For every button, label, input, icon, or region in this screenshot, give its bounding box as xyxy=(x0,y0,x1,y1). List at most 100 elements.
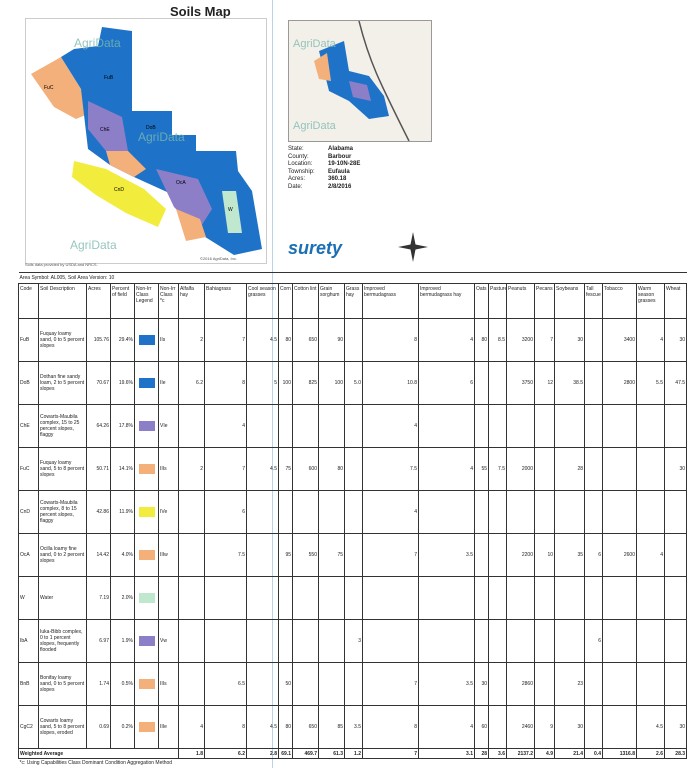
logo: surety xyxy=(288,238,343,258)
table-cell: 12 xyxy=(534,361,555,405)
table-cell: 2000 xyxy=(506,447,535,491)
table-cell: VIe xyxy=(158,404,179,448)
map-label: FuC xyxy=(44,85,54,91)
table-cell xyxy=(506,576,535,620)
table-cell: 75 xyxy=(278,447,293,491)
map-label: DoB xyxy=(146,125,156,131)
table-cell: 50.71 xyxy=(86,447,111,491)
table-cell: 80 xyxy=(474,318,489,362)
info-value: Barbour xyxy=(328,153,352,160)
column-header: Cotton lint xyxy=(292,283,319,319)
table-cell: IbA xyxy=(18,619,39,663)
table-cell: 4 xyxy=(636,533,665,577)
column-header: Pecans xyxy=(534,283,555,319)
table-cell: 38.5 xyxy=(554,361,585,405)
watermark: AgriData xyxy=(293,120,337,132)
table-cell: 600 xyxy=(292,447,319,491)
table-cell xyxy=(534,490,555,534)
column-header: Wheat xyxy=(663,283,688,319)
table-cell xyxy=(318,576,345,620)
table-row: IbA Iuka-Bibb complex, 0 to 1 percent slo… xyxy=(18,619,688,663)
table-cell xyxy=(344,533,363,577)
table-cell: Ocilla loamy fine sand, 0 to 2 percent s… xyxy=(38,533,87,577)
table-cell: 75 xyxy=(318,533,345,577)
table-cell xyxy=(636,404,665,448)
info-row: County: Barbour xyxy=(288,154,360,162)
table-cell: Iuka-Bibb complex, 0 to 1 percent slopes… xyxy=(38,619,87,663)
table-cell: 5.5 xyxy=(636,361,665,405)
table-cell xyxy=(554,619,585,663)
footer-value: 28 xyxy=(474,748,489,759)
table-cell: 7 xyxy=(534,318,555,362)
table-cell: IIe xyxy=(158,361,179,405)
legend-swatch xyxy=(138,636,155,646)
table-cell: 1.74 xyxy=(86,662,111,706)
legend-cell xyxy=(134,447,159,491)
table-cell xyxy=(506,404,535,448)
info-label: Location: xyxy=(288,161,313,168)
table-cell xyxy=(246,576,279,620)
legend-cell xyxy=(134,533,159,577)
info-value: 360.18 xyxy=(328,176,347,183)
table-cell xyxy=(362,619,419,663)
table-row: FuC Fuquay loamy sand, 5 to 8 percent slo… xyxy=(18,447,688,491)
table-cell: DoB xyxy=(18,361,39,405)
table-cell: 6 xyxy=(584,533,603,577)
table-cell xyxy=(488,619,507,663)
info-row: Acres: 360.18 xyxy=(288,176,360,184)
legend-swatch xyxy=(138,335,155,345)
table-cell: 825 xyxy=(292,361,319,405)
table-cell: 80 xyxy=(278,705,293,749)
legend-swatch xyxy=(138,722,155,732)
table-cell xyxy=(246,404,279,448)
table-cell: IIIs xyxy=(158,447,179,491)
soil-area xyxy=(61,27,262,255)
table-cell: 7.5 xyxy=(488,447,507,491)
header-row: Code Soil Description Acres Percent of fiel… xyxy=(18,283,688,319)
table-cell: IVe xyxy=(158,490,179,534)
table-cell: 6 xyxy=(418,361,475,405)
table-cell: 4 xyxy=(418,318,475,362)
table-cell: 17.8% xyxy=(110,404,135,448)
footer-value: 3.1 xyxy=(418,748,475,759)
info-row: Location: 19-10N-28E xyxy=(288,161,360,169)
table-cell: 7 xyxy=(362,533,419,577)
footer-value: 2.8 xyxy=(246,748,279,759)
table-cell: 42.86 xyxy=(86,490,111,534)
footer-value: 1316.8 xyxy=(602,748,637,759)
info-block: State: Alabama County: Barbour Location: 19-1… xyxy=(288,146,360,192)
table-cell: 8 xyxy=(362,318,419,362)
table-cell xyxy=(278,490,293,534)
table-cell xyxy=(584,662,603,706)
area-symbol: Area Symbol: AL005, Soil Area Version: 1… xyxy=(18,272,687,284)
legend-cell xyxy=(134,576,159,620)
table-cell xyxy=(488,533,507,577)
table-cell xyxy=(178,404,205,448)
table-cell: 650 xyxy=(292,705,319,749)
table-cell: 100 xyxy=(278,361,293,405)
map-credit: Soils data provided by USDA and NRCS. xyxy=(25,262,98,267)
column-header: Non-Irr Class *c xyxy=(158,283,179,319)
info-row: Date: 2/8/2016 xyxy=(288,184,360,192)
table-cell: 4.0% xyxy=(110,533,135,577)
footer-value: 0.4 xyxy=(584,748,603,759)
table-cell: 8.5 xyxy=(488,318,507,362)
table-row: FuB Fuquay loamy sand, 0 to 5 percent slo… xyxy=(18,318,688,362)
table-cell xyxy=(474,619,489,663)
table-cell: 6.2 xyxy=(178,361,205,405)
legend-swatch xyxy=(138,550,155,560)
table-cell: Cowarts-Maubila complex, 8 to 15 percent… xyxy=(38,490,87,534)
footer-value: 69.1 xyxy=(278,748,293,759)
table-cell: 0.5% xyxy=(110,662,135,706)
table-cell: 3200 xyxy=(506,318,535,362)
table-cell: 23 xyxy=(554,662,585,706)
table-cell xyxy=(178,490,205,534)
footer-value: 21.4 xyxy=(554,748,585,759)
column-header: Oats xyxy=(474,283,489,319)
table-cell xyxy=(602,705,637,749)
table-cell: 47.5 xyxy=(663,361,688,405)
soil-area xyxy=(222,191,242,233)
footer-value: 469.7 xyxy=(292,748,319,759)
table-row: DoB Dothan fine sandy loam, 2 to 5 percen… xyxy=(18,361,688,405)
